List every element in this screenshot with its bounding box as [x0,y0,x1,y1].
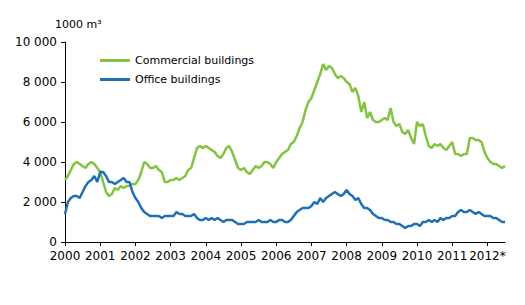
svg-text:2004: 2004 [191,249,222,263]
svg-text:2 000: 2 000 [23,195,57,209]
svg-text:10 000: 10 000 [15,35,57,49]
svg-text:2007: 2007 [296,249,327,263]
svg-text:2001: 2001 [85,249,116,263]
svg-text:1000 m³: 1000 m³ [55,18,102,31]
svg-text:2009: 2009 [367,249,398,263]
svg-text:2008: 2008 [331,249,362,263]
svg-text:0: 0 [49,235,57,249]
svg-text:2002: 2002 [120,249,151,263]
svg-text:8 000: 8 000 [23,75,57,89]
svg-text:Office buildings: Office buildings [135,73,221,86]
svg-text:2011: 2011 [437,249,468,263]
svg-text:2005: 2005 [226,249,257,263]
svg-text:6 000: 6 000 [23,115,57,129]
svg-text:2000: 2000 [50,249,81,263]
svg-text:2003: 2003 [155,249,186,263]
svg-text:2012*: 2012* [469,249,506,263]
svg-text:2006: 2006 [261,249,292,263]
svg-text:Commercial buildings: Commercial buildings [135,54,254,67]
svg-text:2010: 2010 [402,249,433,263]
svg-text:4 000: 4 000 [23,155,57,169]
